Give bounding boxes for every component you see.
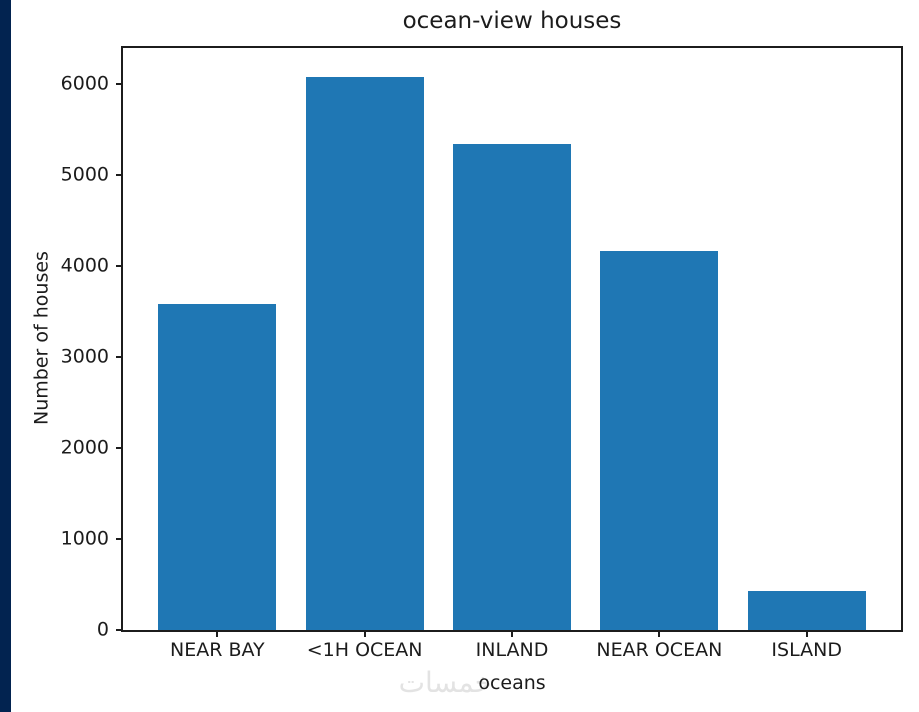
y-tick-mark-1000: [116, 538, 123, 541]
x-tick-mark-near-ocean: [658, 630, 661, 637]
y-tick-mark-5000: [116, 174, 123, 177]
bar-inland: [453, 144, 571, 630]
y-tick-mark-6000: [116, 83, 123, 86]
x-tick-mark-1h-ocean: [363, 630, 366, 637]
x-tick-label-island: ISLAND: [771, 639, 842, 661]
y-axis-label: Number of houses: [30, 251, 53, 425]
y-tick-label-3000: 3000: [60, 345, 109, 368]
y-tick-label-6000: 6000: [60, 72, 109, 95]
y-tick-label-5000: 5000: [60, 163, 109, 186]
y-tick-label-1000: 1000: [60, 527, 109, 550]
bar-island: [747, 590, 866, 630]
bar-near-bay: [158, 303, 277, 630]
x-tick-label-inland: INLAND: [475, 639, 549, 661]
bar-near-ocean: [600, 250, 719, 630]
x-tick-label-near-bay: NEAR BAY: [169, 639, 265, 661]
plot-area: NEAR BAY <1H OCEAN INLAND NEAR OCEAN ISLAND 0…: [61, 46, 903, 660]
y-tick-mark-0: [116, 629, 123, 631]
y-tick-label-2000: 2000: [60, 436, 109, 459]
chart-title: ocean-view houses: [402, 8, 622, 34]
y-tick-label-4000: 4000: [60, 254, 109, 277]
x-axis-label: oceans: [478, 672, 546, 694]
x-tick-mark-island: [805, 630, 808, 637]
x-tick-label-near-ocean: NEAR OCEAN: [596, 639, 723, 661]
window-left-accent-border: [0, 0, 11, 712]
x-tick-label-1h-ocean: <1H OCEAN: [306, 639, 423, 661]
y-tick-mark-4000: [116, 265, 123, 268]
y-tick-label-0: 0: [96, 618, 109, 641]
y-tick-mark-2000: [116, 447, 123, 450]
y-tick-mark-3000: [116, 356, 123, 359]
x-tick-mark-inland: [511, 630, 513, 637]
x-tick-mark-near-bay: [216, 630, 219, 637]
bar-1h-ocean: [305, 77, 424, 630]
watermark-text: خمسات: [398, 666, 492, 699]
